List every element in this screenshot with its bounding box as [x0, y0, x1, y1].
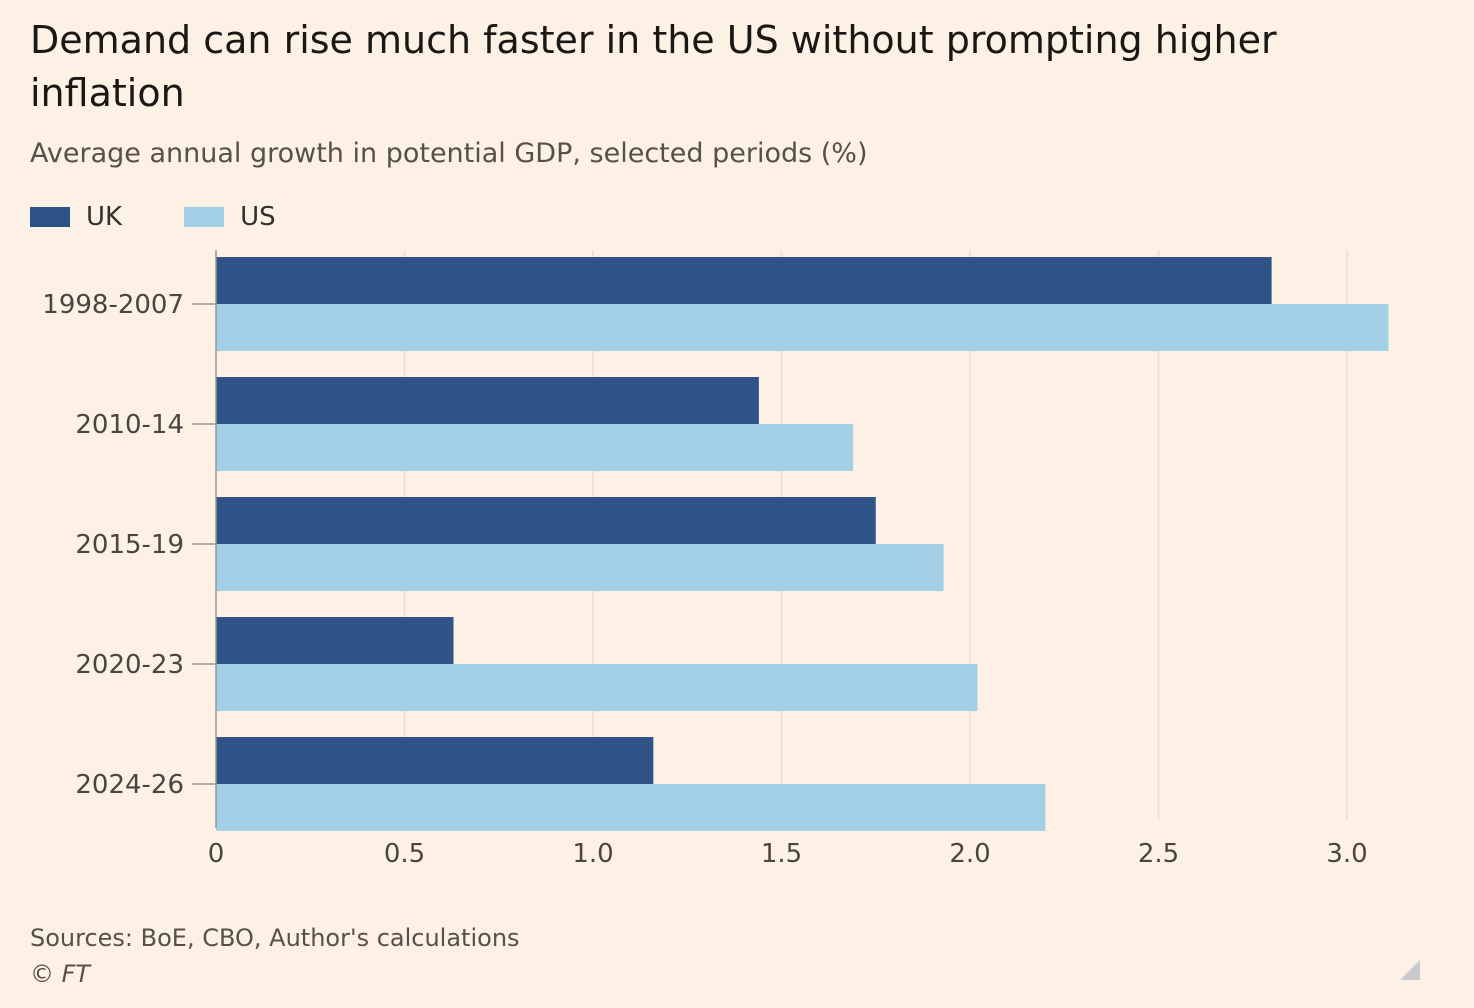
chart-title: Demand can rise much faster in the US wi…: [30, 18, 1277, 115]
bar-uk-2010-14: [216, 377, 759, 424]
legend-swatch-uk: [30, 207, 70, 227]
ft-credit: © FT: [30, 960, 91, 988]
legend-item-us: US: [184, 202, 276, 232]
x-tick-label-3: 1.5: [761, 839, 802, 869]
x-tick-label-6: 3.0: [1326, 839, 1367, 869]
bar-uk-1998-2007: [216, 257, 1272, 304]
legend-label-uk: UK: [86, 202, 123, 232]
legend-label-us: US: [240, 202, 276, 232]
bar-us-2024-26: [216, 784, 1046, 831]
category-label-2015-19: 2015-19: [75, 530, 184, 560]
x-tick-label-1: 0.5: [384, 839, 425, 869]
bar-us-2020-23: [216, 664, 978, 711]
x-tick-label-2: 1.0: [572, 839, 613, 869]
bar-uk-2024-26: [216, 737, 654, 784]
category-label-2024-26: 2024-26: [75, 770, 184, 800]
bar-chart: 1998-2007 2010-14 2015-19 2020-23 2024-26 0 0.…: [42, 250, 1389, 869]
chart-subtitle: Average annual growth in potential GDP, …: [30, 138, 868, 169]
bar-uk-2015-19: [216, 497, 876, 544]
x-tick-label-5: 2.5: [1138, 839, 1179, 869]
x-tick-label-0: 0: [208, 839, 225, 869]
x-tick-label-4: 2.0: [949, 839, 990, 869]
category-label-2020-23: 2020-23: [75, 650, 184, 680]
resize-corner-icon[interactable]: [1400, 960, 1420, 980]
category-label-2010-14: 2010-14: [75, 410, 184, 440]
bar-us-2010-14: [216, 424, 854, 471]
legend-swatch-us: [184, 207, 225, 227]
category-label-1998-2007: 1998-2007: [42, 290, 184, 320]
legend-item-uk: UK: [30, 202, 122, 232]
bar-uk-2020-23: [216, 617, 454, 664]
bar-us-1998-2007: [216, 304, 1389, 351]
legend: UK US: [30, 200, 338, 234]
bar-us-2015-19: [216, 544, 944, 591]
source-note: Sources: BoE, CBO, Author's calculations: [30, 924, 520, 952]
